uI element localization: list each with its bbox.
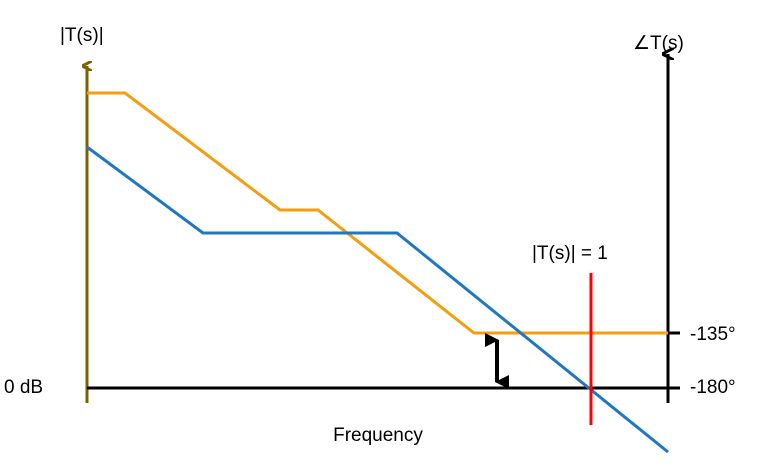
phase-axis-label: ∠T(s) (633, 33, 684, 54)
magnitude-curve (86, 145, 669, 454)
zero-db-label: 0 dB (4, 377, 43, 398)
phase-180-label: -180° (690, 377, 736, 398)
crossover-label: |T(s)| = 1 (532, 243, 608, 264)
phase-135-label: -135° (690, 324, 736, 345)
x-axis-label: Frequency (333, 425, 423, 446)
magnitude-axis-label: |T(s)| (60, 25, 104, 46)
